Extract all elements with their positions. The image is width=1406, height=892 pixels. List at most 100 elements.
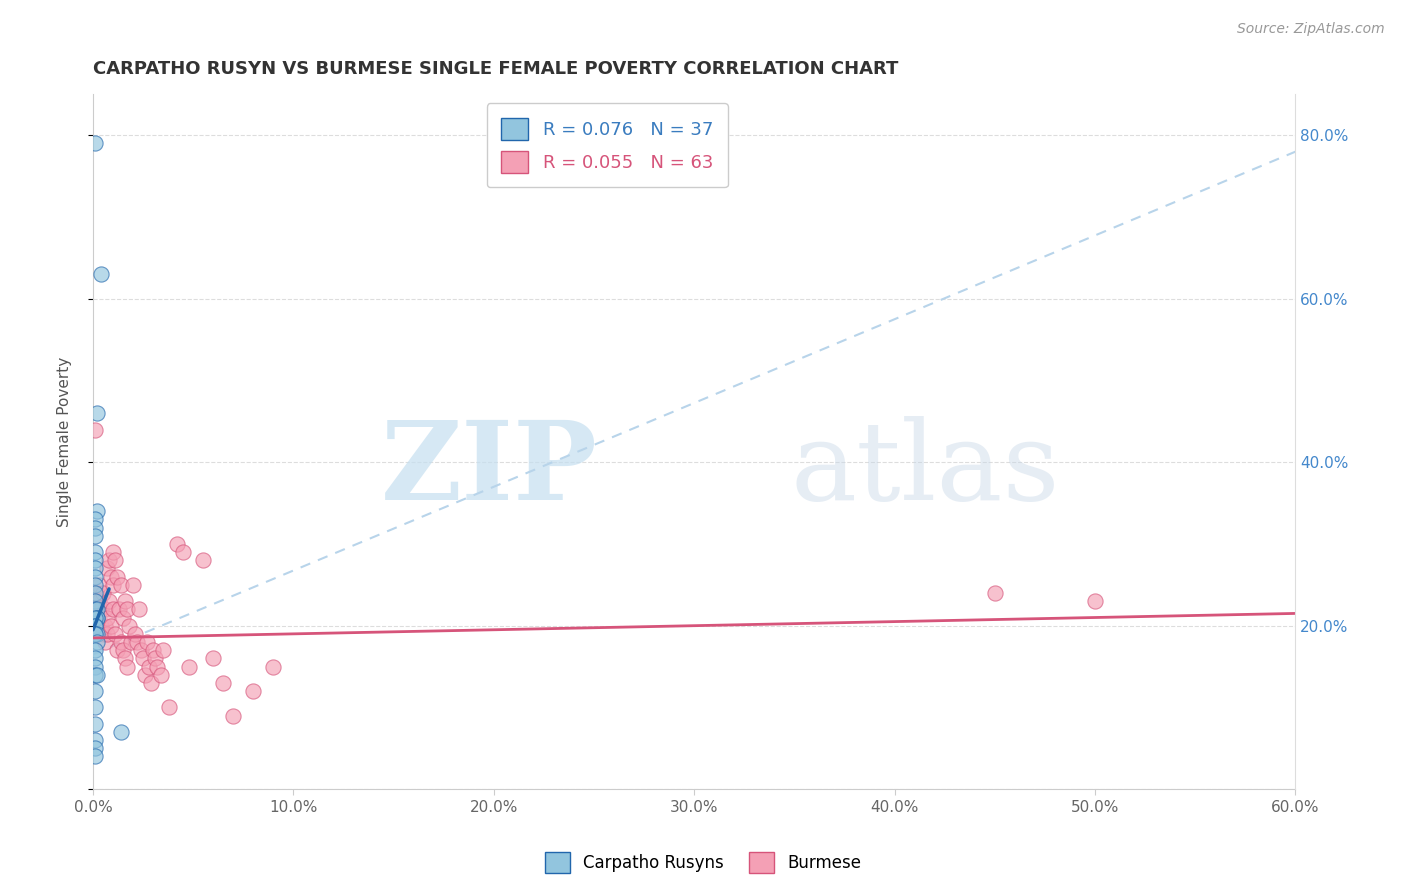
Point bbox=[129, 643, 152, 657]
Point bbox=[94, 618, 117, 632]
Point bbox=[86, 504, 108, 518]
Point bbox=[114, 651, 136, 665]
Point bbox=[91, 627, 114, 641]
Point bbox=[84, 643, 107, 657]
Point bbox=[86, 627, 108, 641]
Point bbox=[1084, 594, 1107, 608]
Point bbox=[90, 602, 112, 616]
Point bbox=[87, 578, 110, 592]
Point bbox=[94, 635, 117, 649]
Point bbox=[166, 537, 188, 551]
Point bbox=[118, 618, 141, 632]
Point bbox=[157, 700, 180, 714]
Point bbox=[104, 627, 127, 641]
Point bbox=[115, 602, 138, 616]
Point bbox=[84, 553, 107, 567]
Point bbox=[101, 578, 124, 592]
Point bbox=[84, 423, 107, 437]
Point bbox=[114, 594, 136, 608]
Point bbox=[179, 659, 201, 673]
Point bbox=[193, 553, 215, 567]
Point bbox=[110, 635, 132, 649]
Point bbox=[84, 512, 107, 526]
Point bbox=[122, 578, 145, 592]
Point bbox=[139, 676, 162, 690]
Point bbox=[84, 594, 107, 608]
Point bbox=[84, 569, 107, 583]
Point bbox=[143, 651, 166, 665]
Point bbox=[242, 684, 264, 698]
Point bbox=[112, 643, 135, 657]
Point bbox=[84, 529, 107, 543]
Point bbox=[84, 136, 107, 151]
Point bbox=[134, 667, 156, 681]
Point bbox=[84, 618, 107, 632]
Point bbox=[91, 586, 114, 600]
Point bbox=[110, 725, 132, 739]
Point bbox=[84, 716, 107, 731]
Point bbox=[84, 700, 107, 714]
Y-axis label: Single Female Poverty: Single Female Poverty bbox=[58, 357, 72, 527]
Point bbox=[84, 618, 107, 632]
Point bbox=[96, 610, 118, 624]
Text: CARPATHO RUSYN VS BURMESE SINGLE FEMALE POVERTY CORRELATION CHART: CARPATHO RUSYN VS BURMESE SINGLE FEMALE … bbox=[93, 60, 898, 78]
Point bbox=[98, 553, 121, 567]
Point bbox=[86, 602, 108, 616]
Point bbox=[112, 610, 135, 624]
Point bbox=[152, 643, 174, 657]
Point bbox=[87, 594, 110, 608]
Point bbox=[84, 684, 107, 698]
Point bbox=[984, 586, 1007, 600]
Point bbox=[105, 643, 128, 657]
Point bbox=[100, 618, 122, 632]
Point bbox=[90, 618, 112, 632]
Point bbox=[101, 545, 124, 559]
Point bbox=[84, 545, 107, 559]
Legend: Carpatho Rusyns, Burmese: Carpatho Rusyns, Burmese bbox=[538, 846, 868, 880]
Point bbox=[84, 610, 107, 624]
Point bbox=[262, 659, 284, 673]
Point bbox=[104, 553, 127, 567]
Point bbox=[86, 635, 108, 649]
Point bbox=[86, 610, 108, 624]
Point bbox=[105, 569, 128, 583]
Point bbox=[84, 627, 107, 641]
Point bbox=[86, 586, 108, 600]
Point bbox=[146, 659, 169, 673]
Point bbox=[86, 610, 108, 624]
Text: atlas: atlas bbox=[790, 416, 1060, 523]
Point bbox=[136, 635, 159, 649]
Point bbox=[124, 627, 146, 641]
Point bbox=[84, 578, 107, 592]
Point bbox=[84, 741, 107, 756]
Point bbox=[98, 594, 121, 608]
Point bbox=[120, 635, 142, 649]
Point bbox=[138, 659, 160, 673]
Point bbox=[84, 561, 107, 575]
Point bbox=[84, 602, 107, 616]
Point bbox=[132, 651, 155, 665]
Point bbox=[84, 586, 107, 600]
Point bbox=[84, 659, 107, 673]
Point bbox=[212, 676, 235, 690]
Point bbox=[128, 602, 150, 616]
Point bbox=[115, 659, 138, 673]
Point bbox=[84, 733, 107, 747]
Point bbox=[127, 635, 149, 649]
Point bbox=[84, 520, 107, 534]
Point bbox=[108, 602, 131, 616]
Point bbox=[84, 651, 107, 665]
Text: ZIP: ZIP bbox=[381, 416, 598, 523]
Point bbox=[84, 667, 107, 681]
Point bbox=[94, 602, 117, 616]
Point bbox=[90, 267, 112, 281]
Point bbox=[172, 545, 194, 559]
Point bbox=[101, 602, 124, 616]
Point bbox=[222, 708, 245, 723]
Point bbox=[150, 667, 173, 681]
Point bbox=[84, 749, 107, 764]
Point bbox=[96, 561, 118, 575]
Point bbox=[142, 643, 165, 657]
Point bbox=[110, 578, 132, 592]
Point bbox=[84, 627, 107, 641]
